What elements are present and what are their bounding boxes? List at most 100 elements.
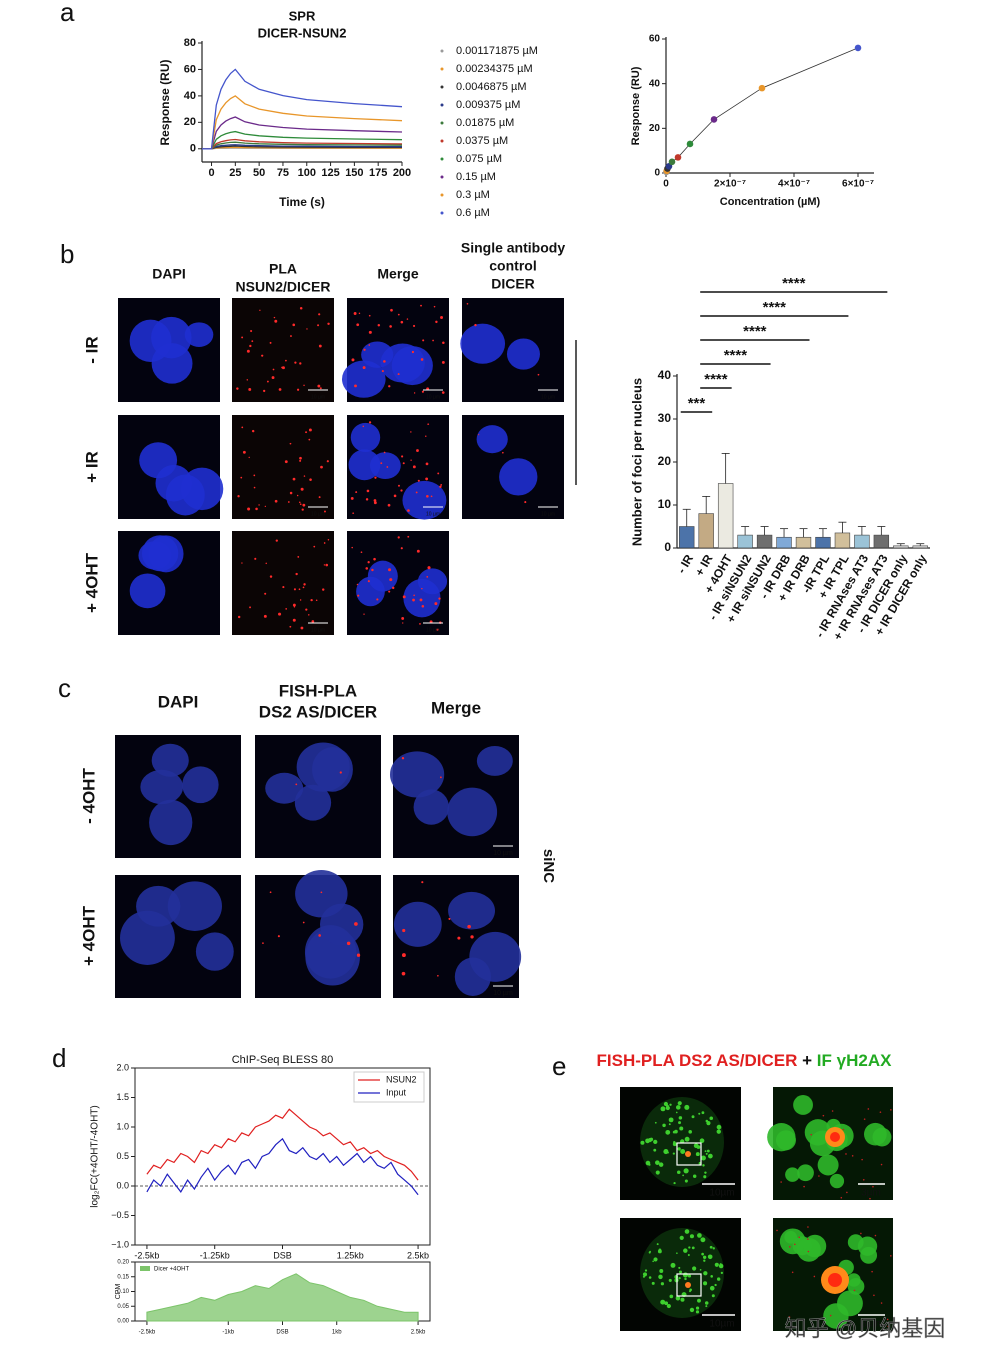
significance-label: **** xyxy=(704,371,728,388)
nucleus xyxy=(361,341,394,368)
legend-marker xyxy=(440,103,444,107)
series-line xyxy=(202,68,403,150)
signal-dot xyxy=(277,935,280,938)
y-tick-label: 40 xyxy=(184,90,196,102)
foci xyxy=(664,1301,669,1306)
signal-dot xyxy=(242,450,246,454)
signal-dot xyxy=(381,370,384,373)
y-tick-label: 2.0 xyxy=(116,1062,129,1072)
scale-bar-label: 10 µm xyxy=(493,850,513,857)
signal-dot xyxy=(315,599,318,602)
scale-bar-label: 10 µm xyxy=(311,394,325,400)
legend-marker xyxy=(440,211,444,215)
foci xyxy=(697,1233,702,1238)
signal-dot xyxy=(353,312,357,315)
legend-marker xyxy=(440,157,444,161)
signal-dot xyxy=(373,557,376,561)
foci xyxy=(720,1271,724,1275)
signal-dot xyxy=(354,922,358,926)
signal-dot xyxy=(296,388,300,391)
signal-dot xyxy=(251,429,255,433)
series-line xyxy=(202,146,403,150)
signal-dot xyxy=(320,465,323,469)
foci xyxy=(704,1171,707,1174)
signal-dot xyxy=(293,588,296,591)
panel-label: e xyxy=(552,1051,566,1081)
signal-dot xyxy=(373,501,377,505)
signal-dot xyxy=(466,302,469,305)
x-tick-label: 200 xyxy=(393,167,411,179)
y-tick-label: 10 xyxy=(658,497,672,511)
x-tick-label: 125 xyxy=(321,167,339,179)
legend-label: 0.075 µM xyxy=(456,153,502,165)
nucleus xyxy=(319,903,364,946)
scale-bar-label: 3µm xyxy=(861,1319,881,1330)
pla-core xyxy=(828,1273,842,1287)
nucleus xyxy=(195,932,234,971)
foci xyxy=(718,1263,724,1269)
signal-dot xyxy=(282,586,285,589)
foci xyxy=(682,1272,689,1278)
foci xyxy=(683,1248,688,1253)
signal-dot xyxy=(421,390,424,393)
x-tick-label: DSB xyxy=(276,1330,288,1336)
signal-dot xyxy=(255,507,258,511)
signal-dot xyxy=(401,971,406,976)
column-header: DICER xyxy=(491,276,535,292)
signal-dot xyxy=(374,476,377,479)
y-axis-label: log₂FC(+4OHT/-4OHT) xyxy=(90,1105,101,1208)
foci xyxy=(689,1234,694,1239)
x-tick-label: 25 xyxy=(229,167,241,179)
foci xyxy=(678,1121,682,1125)
foci xyxy=(709,1285,715,1291)
nucleus xyxy=(136,885,181,927)
signal-dot xyxy=(305,608,308,611)
scale-bar-label: 10 µm xyxy=(426,394,440,400)
foci xyxy=(695,1306,700,1310)
signal-dot xyxy=(776,1229,778,1232)
signal-dot xyxy=(241,336,244,339)
nucleus xyxy=(389,751,445,798)
foci xyxy=(829,1173,845,1189)
foci xyxy=(679,1126,684,1131)
signal-dot xyxy=(390,308,393,312)
signal-dot xyxy=(537,373,540,376)
signal-dot xyxy=(246,349,250,353)
foci xyxy=(680,1297,685,1302)
signal-dot xyxy=(442,341,445,345)
signal-dot xyxy=(352,512,355,515)
signal-dot xyxy=(262,942,264,944)
series-line xyxy=(146,1108,419,1181)
y-tick-label: 30 xyxy=(658,411,672,425)
nucleus xyxy=(367,560,398,592)
y-tick-label: 0 xyxy=(190,143,196,155)
foci xyxy=(702,1255,707,1259)
signal-dot xyxy=(788,1316,791,1318)
title-green: IF γH2AX xyxy=(817,1051,892,1070)
foci xyxy=(703,1175,707,1179)
foci xyxy=(680,1149,686,1154)
row-label: + 4OHT xyxy=(82,552,101,613)
significance-label: **** xyxy=(782,275,806,292)
x-axis-label: Time (s) xyxy=(279,195,325,209)
foci xyxy=(658,1274,663,1280)
signal-dot xyxy=(297,556,300,558)
chart-title: ChIP-Seq BLESS 80 xyxy=(232,1054,334,1066)
signal-dot xyxy=(368,344,371,346)
signal-dot xyxy=(269,341,272,344)
bar xyxy=(893,545,909,549)
significance-label: **** xyxy=(763,299,787,316)
panel-e-title: FISH-PLA DS2 AS/DICER + IF γH2AX xyxy=(597,1051,893,1070)
y-axis-label: Number of foci per nucleus xyxy=(629,378,644,546)
signal-dot xyxy=(413,392,416,394)
signal-dot xyxy=(240,476,243,479)
legend-box xyxy=(353,1071,425,1103)
title-red: FISH-PLA DS2 AS/DICER xyxy=(597,1051,798,1070)
signal-dot xyxy=(853,1289,856,1292)
foci xyxy=(682,1174,685,1177)
signal-dot xyxy=(376,598,379,601)
bar xyxy=(698,513,714,549)
foci xyxy=(668,1117,674,1123)
foci xyxy=(706,1121,711,1126)
scale-bar-label: 10µm xyxy=(709,1188,734,1199)
